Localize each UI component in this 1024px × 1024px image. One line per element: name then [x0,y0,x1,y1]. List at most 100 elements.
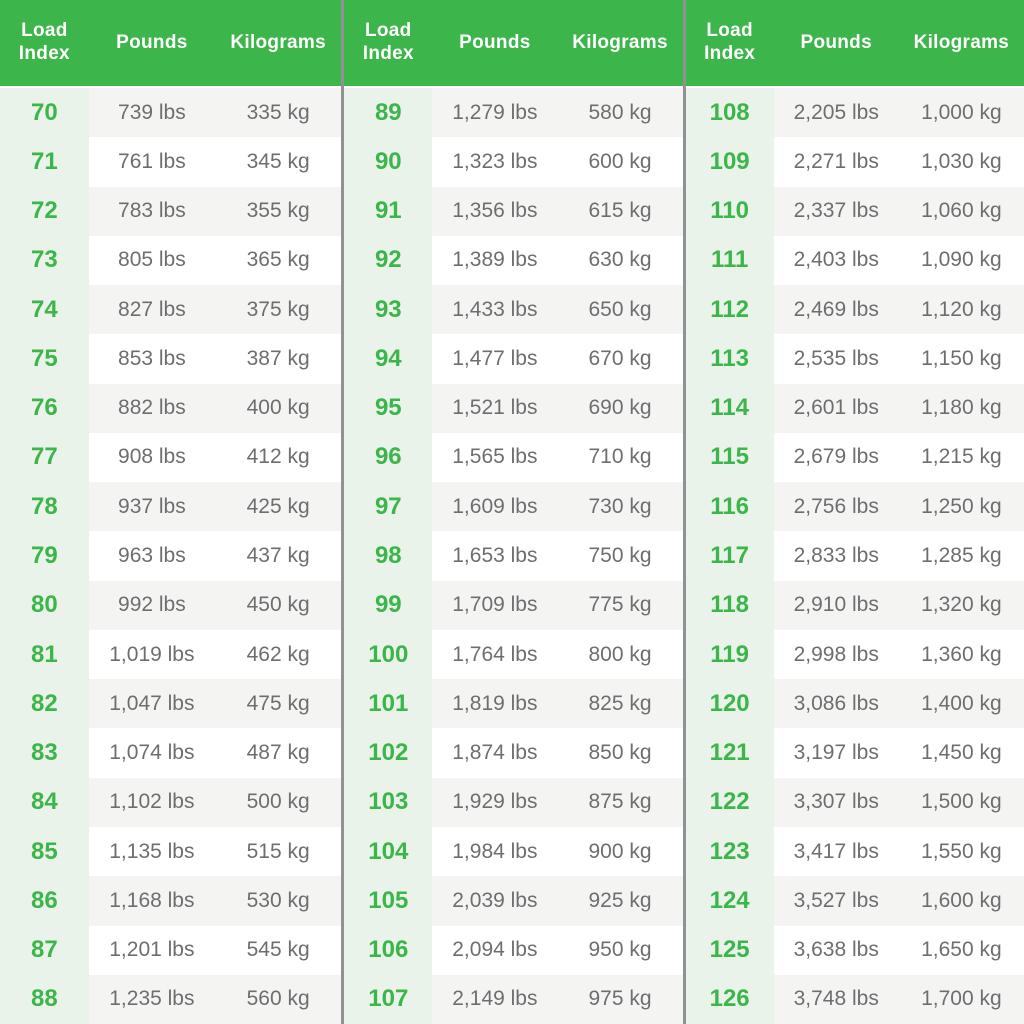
pounds-cell: 761 lbs [88,137,216,187]
pounds-cell: 2,271 lbs [773,137,899,187]
kilograms-cell: 545 kg [215,925,342,975]
col-header-pounds: Pounds [116,31,188,53]
kilograms-cell: 487 kg [215,728,342,778]
load-index-cell: 76 [0,383,89,433]
pounds-cell: 1,477 lbs [432,334,558,384]
load-index-cell: 89 [344,88,433,138]
kilograms-cell: 630 kg [557,235,683,286]
pounds-cell: 1,565 lbs [432,432,558,483]
pounds-cell: 2,205 lbs [773,88,899,138]
kilograms-cell: 387 kg [215,334,342,384]
pounds-cell: 1,389 lbs [432,235,558,286]
load-index-cell: 99 [344,580,433,630]
load-index-cell: 74 [0,285,89,335]
pounds-cell: 3,748 lbs [773,974,899,1024]
pounds-cell: 882 lbs [88,383,216,433]
kilograms-cell: 437 kg [215,531,342,581]
load-index-cell: 120 [685,679,774,729]
load-index-cell: 103 [344,777,433,827]
table-row: 92 1,389 lbs 630 kg [344,235,683,286]
table-row: 74 827 lbs 375 kg [0,285,342,335]
table-row: 78 937 lbs 425 kg [0,482,342,532]
kilograms-cell: 412 kg [215,432,342,483]
kilograms-cell: 600 kg [557,137,683,187]
table-row: 115 2,679 lbs 1,215 kg [685,432,1024,483]
kilograms-cell: 355 kg [215,186,342,236]
kilograms-cell: 335 kg [215,88,342,138]
kilograms-cell: 875 kg [557,777,683,827]
load-index-cell: 94 [344,334,433,384]
table-row: 114 2,601 lbs 1,180 kg [685,383,1024,433]
table-row: 77 908 lbs 412 kg [0,432,342,483]
kilograms-cell: 690 kg [557,383,683,433]
kilograms-cell: 560 kg [215,974,342,1024]
col-header-load-index: Load Index [18,20,70,64]
kilograms-cell: 800 kg [557,629,683,680]
kilograms-cell: 925 kg [557,876,683,926]
table-header: Load Index Pounds Kilograms [685,0,1024,88]
table-row: 71 761 lbs 345 kg [0,137,342,187]
load-index-cell: 90 [344,137,433,187]
kilograms-cell: 1,500 kg [898,777,1024,827]
table-row: 109 2,271 lbs 1,030 kg [685,137,1024,187]
table-row: 122 3,307 lbs 1,500 kg [685,777,1024,827]
pounds-cell: 1,874 lbs [432,728,558,778]
load-index-cell: 91 [344,186,433,236]
kilograms-cell: 1,450 kg [898,728,1024,778]
pounds-cell: 1,074 lbs [88,728,216,778]
kilograms-cell: 462 kg [215,629,342,680]
table-header: Load Index Pounds Kilograms [0,0,342,88]
pounds-cell: 853 lbs [88,334,216,384]
pounds-cell: 1,984 lbs [432,826,558,877]
kilograms-cell: 1,400 kg [898,679,1024,729]
table-row: 108 2,205 lbs 1,000 kg [685,88,1024,138]
table-row: 103 1,929 lbs 875 kg [344,777,683,827]
kilograms-cell: 1,120 kg [898,285,1024,335]
table-section-2: Load Index Pounds Kilograms 89 1,279 lbs 5… [341,0,683,1024]
kilograms-cell: 615 kg [557,186,683,236]
kilograms-cell: 400 kg [215,383,342,433]
pounds-cell: 2,679 lbs [773,432,899,483]
pounds-cell: 2,910 lbs [773,580,899,630]
pounds-cell: 2,601 lbs [773,383,899,433]
load-index-cell: 123 [685,826,774,877]
pounds-cell: 1,135 lbs [88,826,216,877]
table-row: 104 1,984 lbs 900 kg [344,826,683,877]
pounds-cell: 1,609 lbs [432,482,558,532]
kilograms-cell: 1,700 kg [898,974,1024,1024]
pounds-cell: 739 lbs [88,88,216,138]
kilograms-cell: 950 kg [557,925,683,975]
load-index-cell: 93 [344,285,433,335]
table-row: 113 2,535 lbs 1,150 kg [685,334,1024,384]
load-index-cell: 71 [0,137,89,187]
pounds-cell: 1,168 lbs [88,876,216,926]
kilograms-cell: 1,320 kg [898,580,1024,630]
pounds-cell: 2,094 lbs [432,925,558,975]
load-index-cell: 82 [0,679,89,729]
load-index-cell: 72 [0,186,89,236]
pounds-cell: 2,756 lbs [773,482,899,532]
table-row: 118 2,910 lbs 1,320 kg [685,580,1024,630]
table-row: 96 1,565 lbs 710 kg [344,432,683,483]
table-row: 120 3,086 lbs 1,400 kg [685,679,1024,729]
kilograms-cell: 775 kg [557,580,683,630]
table-body: 108 2,205 lbs 1,000 kg 109 2,271 lbs 1,030 kg… [685,88,1024,1024]
pounds-cell: 2,998 lbs [773,629,899,680]
load-index-cell: 86 [0,876,89,926]
load-index-cell: 87 [0,925,89,975]
pounds-cell: 992 lbs [88,580,216,630]
load-index-cell: 110 [685,186,774,236]
pounds-cell: 1,709 lbs [432,580,558,630]
load-index-cell: 83 [0,728,89,778]
pounds-cell: 1,235 lbs [88,974,216,1024]
table-row: 116 2,756 lbs 1,250 kg [685,482,1024,532]
table-row: 70 739 lbs 335 kg [0,88,342,138]
load-index-cell: 100 [344,629,433,680]
table-row: 76 882 lbs 400 kg [0,383,342,433]
kilograms-cell: 1,360 kg [898,629,1024,680]
kilograms-cell: 475 kg [215,679,342,729]
table-row: 121 3,197 lbs 1,450 kg [685,728,1024,778]
kilograms-cell: 1,060 kg [898,186,1024,236]
table-row: 90 1,323 lbs 600 kg [344,137,683,187]
kilograms-cell: 1,215 kg [898,432,1024,483]
